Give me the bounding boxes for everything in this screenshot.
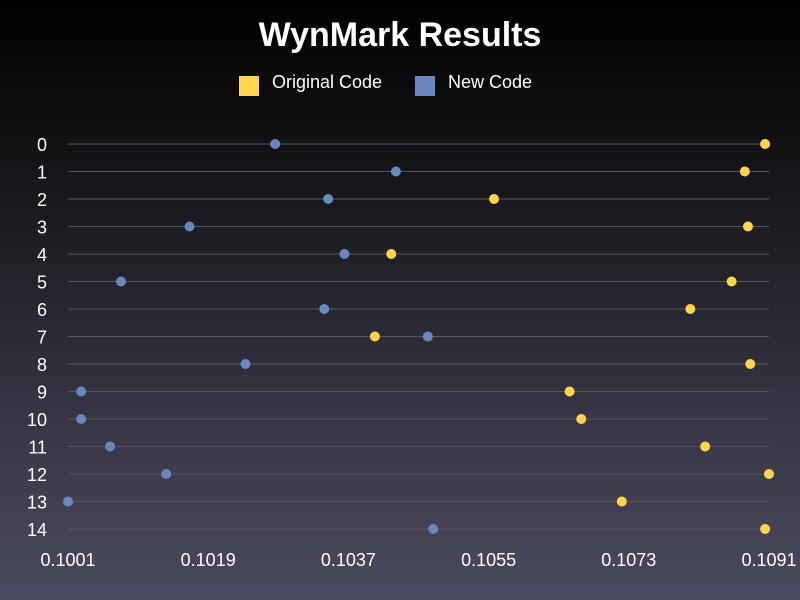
y-tick-label: 0 <box>37 135 47 155</box>
y-tick-label: 12 <box>27 465 47 485</box>
data-point-original-code <box>742 221 753 232</box>
data-point-new-code <box>63 496 73 507</box>
data-point-original-code <box>739 166 750 177</box>
data-point-new-code <box>184 221 195 232</box>
data-point-original-code <box>700 441 711 452</box>
legend-label-new-code: New Code <box>448 72 532 92</box>
data-point-original-code <box>576 414 587 424</box>
data-point-original-code <box>564 386 575 397</box>
legend-swatch-new-code <box>415 76 435 96</box>
data-point-new-code <box>76 414 87 424</box>
y-tick-label: 6 <box>37 300 47 320</box>
y-tick-label: 11 <box>28 437 47 457</box>
data-point-original-code <box>616 496 627 507</box>
data-point-new-code <box>339 249 350 259</box>
data-point-original-code <box>760 524 771 534</box>
x-axis-tick-labels: 0.1001 0.1019 0.1037 0.1055 0.1073 0.1091 <box>40 550 796 570</box>
chart-title: WynMark Results <box>259 16 542 54</box>
data-point-new-code <box>270 139 281 149</box>
y-tick-label: 10 <box>27 410 47 430</box>
x-tick-label: 0.1055 <box>461 550 516 570</box>
data-point-original-code <box>386 249 397 259</box>
y-tick-label: 14 <box>27 520 47 540</box>
data-point-new-code <box>161 469 172 479</box>
gridlines <box>68 143 769 530</box>
data-point-new-code <box>422 331 433 342</box>
x-tick-label: 0.1001 <box>40 550 95 570</box>
x-tick-label: 0.1091 <box>741 550 796 570</box>
data-point-original-code <box>489 194 500 204</box>
y-tick-label: 1 <box>37 162 47 182</box>
y-tick-label: 8 <box>37 355 47 375</box>
data-point-new-code <box>115 276 126 287</box>
y-tick-label: 13 <box>27 492 47 512</box>
y-tick-label: 9 <box>37 382 47 402</box>
y-tick-label: 2 <box>37 190 47 210</box>
y-tick-label: 3 <box>37 217 47 237</box>
y-tick-label: 4 <box>37 245 47 265</box>
data-point-new-code <box>428 524 439 534</box>
x-tick-label: 0.1073 <box>601 550 656 570</box>
y-tick-label: 7 <box>37 327 47 347</box>
data-point-new-code <box>319 304 330 314</box>
data-point-original-code <box>685 304 696 314</box>
legend: Original Code New Code <box>239 72 532 96</box>
data-point-original-code <box>760 139 771 149</box>
data-point-original-code <box>369 331 380 342</box>
data-point-new-code <box>323 194 334 204</box>
y-tick-label: 5 <box>37 272 47 292</box>
data-point-new-code <box>76 386 87 397</box>
data-point-new-code <box>390 166 401 177</box>
x-tick-label: 0.1037 <box>321 550 376 570</box>
data-point-new-code <box>105 441 116 452</box>
x-tick-label: 0.1019 <box>181 550 236 570</box>
data-points <box>63 139 774 534</box>
legend-label-original-code: Original Code <box>272 72 382 92</box>
data-point-new-code <box>240 359 251 369</box>
data-point-original-code <box>726 276 737 287</box>
legend-swatch-original-code <box>239 76 259 96</box>
data-point-original-code <box>764 469 774 479</box>
data-point-original-code <box>745 359 756 369</box>
